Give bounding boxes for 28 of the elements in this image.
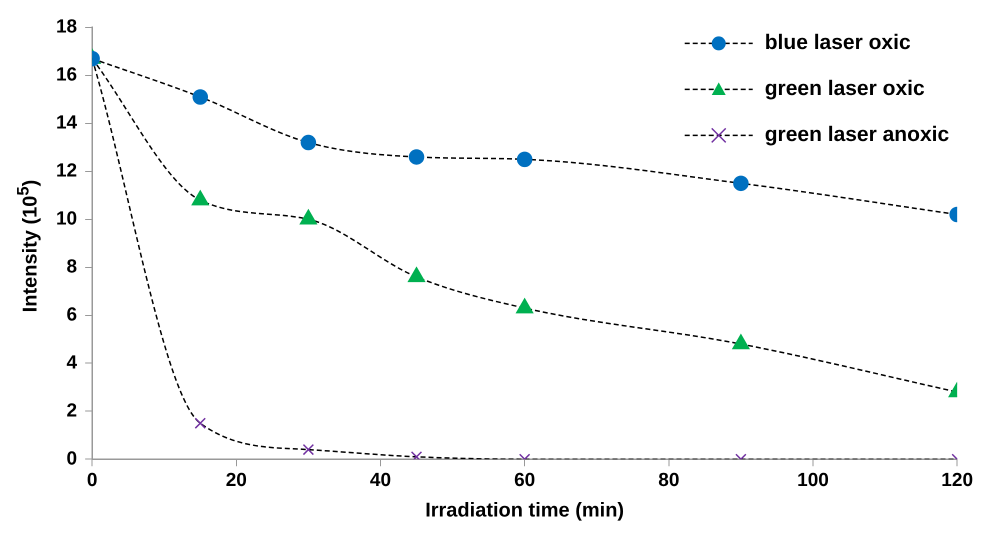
x-tick-label: 100 xyxy=(797,470,829,491)
legend-label: blue laser oxic xyxy=(764,31,911,54)
x-tick-label: 80 xyxy=(658,470,680,491)
point xyxy=(408,267,426,282)
x-tick-label: 40 xyxy=(370,470,392,491)
y-tick-label: 0 xyxy=(66,448,78,470)
legend-label: green laser oxic xyxy=(764,77,925,100)
x-axis-title: Irradiation time (min) xyxy=(425,500,624,522)
x-tick-label: 120 xyxy=(941,470,973,491)
point xyxy=(408,149,424,165)
y-tick-label: 8 xyxy=(66,256,78,278)
x-tick-label: 0 xyxy=(86,470,98,491)
y-tick-label: 10 xyxy=(56,208,78,230)
legend-label: green laser anoxic xyxy=(764,123,950,146)
y-tick-label: 2 xyxy=(66,400,78,422)
point xyxy=(516,152,532,168)
point xyxy=(516,298,534,314)
y-tick-label: 14 xyxy=(56,112,78,134)
x-tick-label: 20 xyxy=(226,470,247,491)
y-tick-label: 6 xyxy=(66,304,78,326)
y-tick-label: 18 xyxy=(56,16,78,38)
y-tick-label: 4 xyxy=(66,352,78,374)
y-tick-label: 12 xyxy=(56,160,78,182)
point xyxy=(192,89,208,105)
x-tick-label: 60 xyxy=(514,470,536,491)
point xyxy=(300,134,316,150)
y-tick-label: 16 xyxy=(56,64,78,86)
point xyxy=(300,210,317,225)
